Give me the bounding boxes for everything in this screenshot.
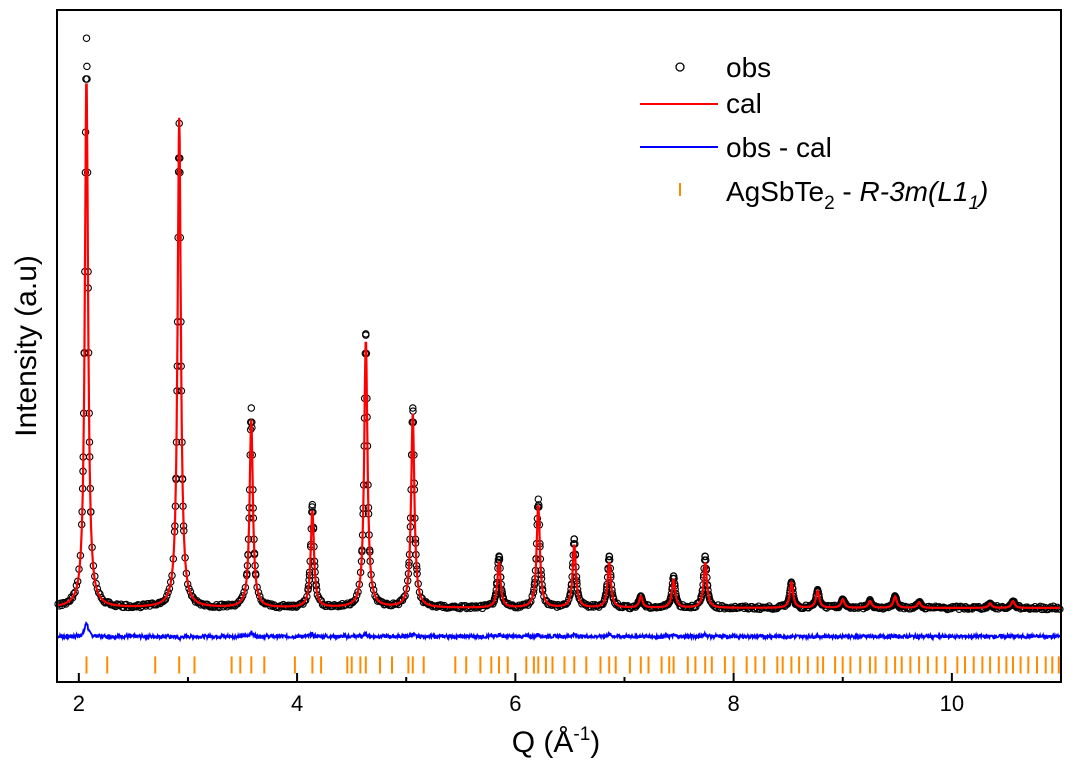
obs-point	[694, 599, 703, 607]
obs-point	[1040, 605, 1048, 614]
obs-point	[373, 597, 382, 605]
legend-phase-label: AgSbTe2 - R-3m(L11)	[726, 176, 988, 214]
bragg-markers	[85, 656, 1060, 674]
obs-point	[701, 552, 709, 561]
legend-obs-marker	[675, 62, 685, 72]
plot-area	[54, 34, 1064, 674]
obs-point	[895, 602, 904, 610]
series-obs	[54, 34, 1064, 614]
obs-point	[164, 588, 172, 597]
x-tick-label: 4	[291, 691, 303, 716]
x-axis: 2 4 6 8 10	[73, 673, 964, 716]
x-tick-label: 2	[73, 691, 85, 716]
obs-point	[570, 535, 579, 543]
obs-point	[308, 503, 316, 511]
obs-point	[352, 591, 361, 599]
legend: obs cal obs - cal AgSbTe2 - R-3m(L11)	[640, 52, 988, 214]
obs-point	[400, 593, 408, 601]
legend-diff-label: obs - cal	[726, 132, 832, 163]
plot-frame	[56, 9, 1062, 683]
obs-point	[82, 34, 91, 42]
obs-point	[163, 592, 171, 600]
obs-point	[409, 404, 417, 412]
x-axis-title: Q (Å-1)	[512, 724, 601, 759]
obs-point	[563, 598, 572, 607]
obs-point	[1056, 605, 1064, 613]
obs-point	[308, 500, 317, 509]
obs-point	[525, 599, 534, 607]
y-axis-title: Intensity (a.u)	[10, 255, 43, 437]
obs-point	[674, 598, 682, 606]
obs-point	[511, 603, 519, 612]
obs-point	[83, 75, 91, 83]
obs-point	[605, 552, 613, 560]
obs-point	[818, 601, 826, 609]
obs-point	[578, 600, 586, 608]
obs-point	[273, 603, 281, 612]
obs-point	[534, 495, 543, 503]
obs-point	[495, 552, 503, 560]
x-tick-label: 10	[940, 691, 964, 716]
obs-point	[641, 601, 649, 610]
obs-point	[247, 404, 256, 412]
legend-cal-label: cal	[726, 88, 762, 119]
obs-point	[792, 599, 800, 608]
series-diff-line	[56, 621, 1062, 643]
x-tick-label: 6	[509, 691, 521, 716]
obs-point	[362, 330, 370, 338]
series-cal-line	[57, 83, 1061, 610]
obs-point	[948, 602, 957, 611]
x-tick-label: 8	[727, 691, 739, 716]
obs-point	[83, 62, 91, 71]
legend-obs-label: obs	[726, 52, 771, 83]
